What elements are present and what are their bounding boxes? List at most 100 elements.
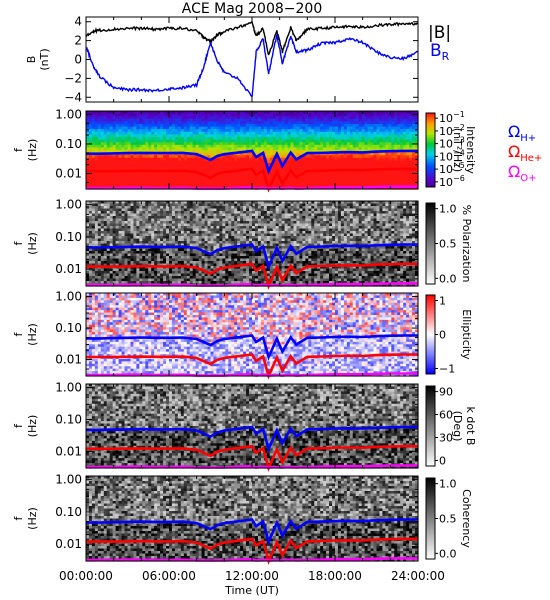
heatmap-cell — [148, 251, 152, 255]
heatmap-cell — [364, 170, 369, 174]
heatmap-cell — [320, 137, 324, 141]
heatmap-cell — [109, 216, 114, 220]
heatmap-cell — [335, 116, 339, 120]
heatmap-cell — [195, 124, 200, 128]
heatmap-cell — [219, 201, 223, 205]
heatmap-cell — [160, 271, 164, 275]
heatmap-cell — [201, 139, 206, 143]
heatmap-cell — [207, 266, 212, 270]
heatmap-cell — [364, 142, 369, 146]
heatmap-cell — [361, 163, 366, 167]
heatmap-cell — [189, 216, 194, 220]
heatmap-cell — [201, 137, 206, 141]
heatmap-cell — [166, 223, 170, 227]
heatmap-cell — [124, 178, 129, 182]
heatmap-cell — [355, 126, 360, 130]
heatmap-cell — [293, 165, 298, 169]
heatmap-cell — [252, 160, 256, 164]
heatmap-cell — [364, 157, 369, 161]
heatmap-cell — [243, 173, 247, 177]
heatmap-cell — [216, 211, 220, 215]
heatmap-cell — [204, 208, 209, 212]
heatmap-cell — [249, 165, 253, 169]
heatmap-cell — [183, 144, 188, 148]
heatmap-cell — [112, 226, 117, 230]
heatmap-cell — [385, 144, 389, 148]
heatmap-cell — [118, 256, 123, 260]
heatmap-cell — [174, 160, 179, 164]
heatmap-cell — [409, 131, 413, 135]
heatmap-cell — [358, 124, 363, 128]
heatmap-cell — [293, 116, 298, 120]
heatmap-cell — [349, 144, 354, 148]
heatmap-cell — [189, 111, 194, 115]
heatmap-cell — [275, 163, 280, 167]
heatmap-cell — [198, 243, 203, 247]
heatmap-cell — [198, 208, 203, 212]
heatmap-cell — [225, 228, 229, 232]
heatmap-cell — [373, 155, 378, 159]
heatmap-cell — [166, 258, 170, 262]
heatmap-cell — [252, 121, 256, 125]
heatmap-cell — [180, 248, 185, 252]
heatmap-cell — [290, 173, 295, 177]
heatmap-cell — [145, 223, 149, 227]
heatmap-cell — [207, 263, 212, 267]
heatmap-cell — [409, 163, 413, 167]
heatmap-cell — [106, 273, 111, 277]
heatmap-cell — [240, 113, 244, 117]
heatmap-cell — [118, 111, 123, 115]
heatmap-cell — [130, 173, 135, 177]
heatmap-cell — [406, 111, 410, 115]
heatmap-cell — [323, 142, 327, 146]
heatmap-cell — [323, 155, 327, 159]
heatmap-cell — [88, 208, 93, 212]
heatmap-cell — [406, 152, 410, 156]
heatmap-cell — [115, 183, 120, 187]
heatmap-cell — [257, 124, 262, 128]
heatmap-cell — [204, 263, 209, 267]
heatmap-cell — [296, 144, 301, 148]
heatmap-cell — [225, 124, 229, 128]
heatmap-cell — [346, 131, 351, 135]
heatmap-cell — [364, 121, 369, 125]
heatmap-cell — [154, 206, 158, 210]
heatmap-cell — [151, 142, 155, 146]
heatmap-cell — [171, 228, 176, 232]
heatmap-cell — [103, 256, 108, 260]
heatmap-cell — [302, 157, 306, 161]
heatmap-cell — [213, 124, 218, 128]
heatmap-cell — [284, 178, 289, 182]
heatmap-cell — [109, 271, 114, 275]
heatmap-cell — [210, 168, 215, 172]
heatmap-cell — [397, 173, 401, 177]
heatmap-cell — [335, 157, 339, 161]
heatmap-cell — [115, 253, 120, 257]
heatmap-cell — [106, 131, 111, 135]
heatmap-cell — [249, 157, 253, 161]
heatmap-cell — [349, 111, 354, 115]
heatmap-cell — [177, 228, 182, 232]
heatmap-cell — [210, 268, 215, 272]
heatmap-cell — [240, 152, 244, 156]
heatmap-cell — [246, 144, 250, 148]
heatmap-cell — [382, 124, 386, 128]
heatmap-cell — [231, 129, 235, 133]
heatmap-cell — [358, 144, 363, 148]
heatmap-cell — [311, 157, 315, 161]
heatmap-cell — [240, 118, 244, 122]
heatmap-cell — [195, 261, 200, 265]
heatmap-cell — [148, 241, 152, 245]
heatmap-cell — [361, 160, 366, 164]
heatmap-cell — [216, 168, 220, 172]
heatmap-cell — [225, 203, 229, 207]
heatmap-cell — [130, 256, 135, 260]
heatmap-cell — [177, 273, 182, 277]
heatmap-cell — [103, 111, 108, 115]
heatmap-cell — [376, 147, 381, 151]
heatmap-cell — [337, 170, 342, 174]
heatmap-cell — [352, 178, 357, 182]
heatmap-cell — [391, 165, 395, 169]
heatmap-cell — [195, 271, 200, 275]
heatmap-cell — [139, 183, 143, 187]
